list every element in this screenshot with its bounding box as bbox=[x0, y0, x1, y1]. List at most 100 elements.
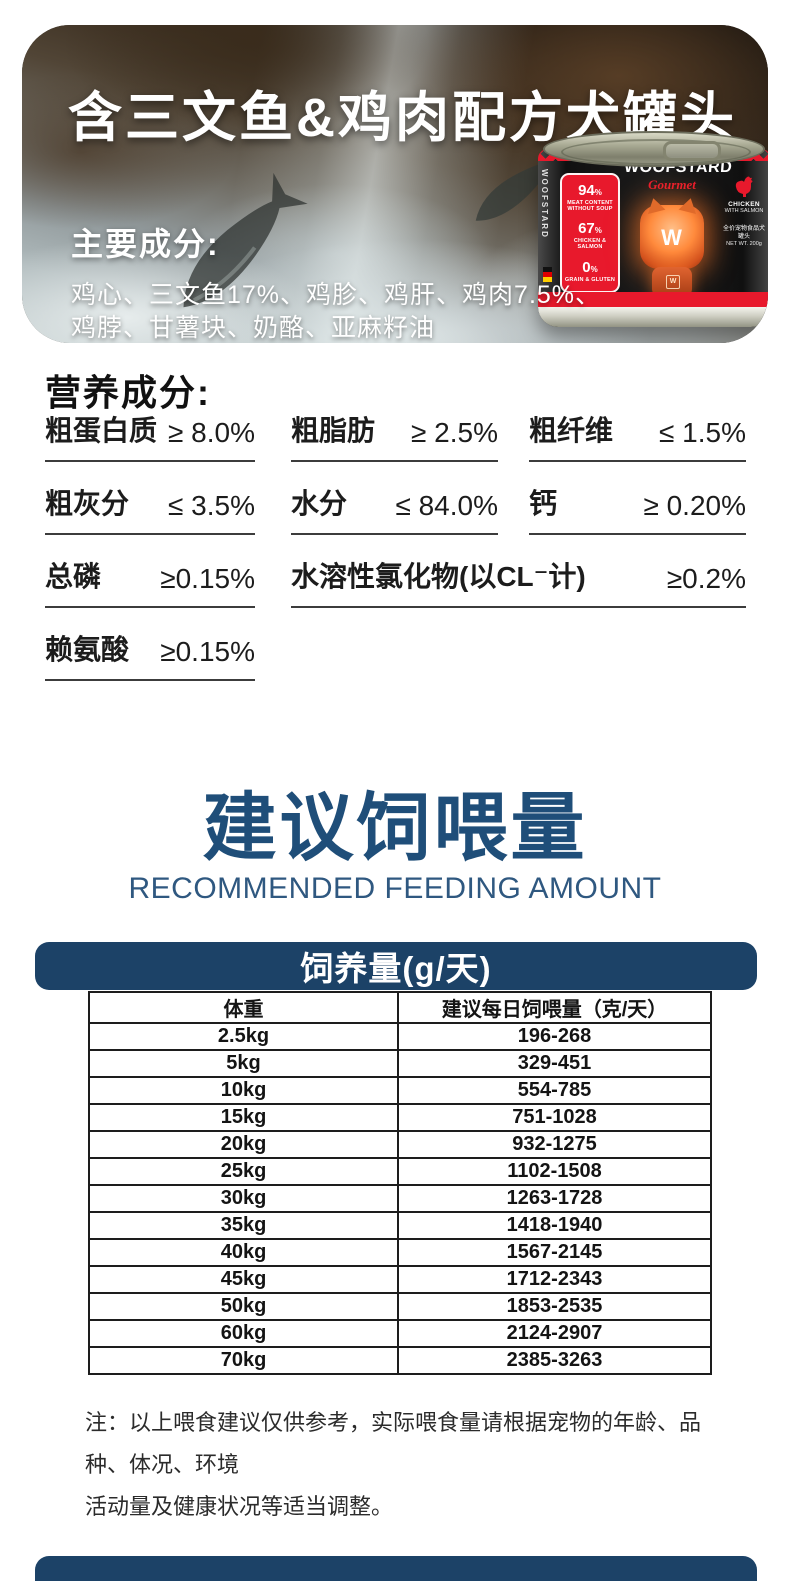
nutrient-item: 粗脂肪 ≥ 2.5% bbox=[291, 415, 498, 462]
feeding-note-line1: 注：以上喂食建议仅供参考，实际喂食量请根据宠物的年龄、品种、体况、环境 bbox=[85, 1410, 702, 1477]
nutrient-label: 粗纤维 bbox=[529, 415, 614, 446]
feeding-note-line2: 活动量及健康状况等适当调整。 bbox=[85, 1494, 394, 1519]
nutrition-row: 总磷 ≥0.15% 水溶性氯化物(以CL⁻计) ≥0.2% bbox=[45, 561, 747, 608]
weight-cell: 45kg bbox=[87, 1265, 400, 1294]
table-row: 5kg 329-451 bbox=[87, 1049, 712, 1078]
weight-cell: 20kg bbox=[87, 1130, 400, 1159]
table-row: 40kg 1567-2145 bbox=[87, 1238, 712, 1267]
weight-cell: 35kg bbox=[87, 1211, 400, 1240]
weight-cell: 10kg bbox=[87, 1076, 400, 1105]
table-row: 10kg 554-785 bbox=[87, 1076, 712, 1105]
amount-cell: 751-1028 bbox=[397, 1103, 712, 1132]
nutrient-label: 水分 bbox=[291, 488, 348, 519]
nutrient-value: ≤ 3.5% bbox=[168, 490, 255, 521]
nutrient-item: 粗纤维 ≤ 1.5% bbox=[529, 415, 746, 462]
stat-item: 94% MEAT CONTENT WITHOUT SOUP bbox=[563, 183, 617, 212]
mascot-head: W bbox=[640, 196, 704, 269]
weight-cell: 70kg bbox=[87, 1346, 400, 1375]
nutrient-item: 水溶性氯化物(以CL⁻计) ≥0.2% bbox=[291, 561, 746, 608]
weight-cell: 40kg bbox=[87, 1238, 400, 1267]
flavor-subtext: WITH SALMON bbox=[724, 208, 764, 214]
weight-cell: 30kg bbox=[87, 1184, 400, 1213]
amount-cell: 1567-2145 bbox=[397, 1238, 712, 1267]
ingredients-text-line2: 鸡脖、甘薯块、奶酪、亚麻籽油 bbox=[71, 314, 436, 342]
table-row: 30kg 1263-1728 bbox=[87, 1184, 712, 1213]
can-pull-tab bbox=[663, 141, 721, 161]
table-row: 35kg 1418-1940 bbox=[87, 1211, 712, 1240]
amount-cell: 196-268 bbox=[397, 1022, 712, 1051]
amount-cell: 1853-2535 bbox=[397, 1292, 712, 1321]
table-row: 25kg 1102-1508 bbox=[87, 1157, 712, 1186]
stat-label: GRAIN & GLUTEN bbox=[564, 277, 616, 284]
nutrient-value: ≥0.15% bbox=[160, 636, 255, 667]
nutrient-label: 总磷 bbox=[45, 561, 102, 592]
stat-label: CHICKEN & SALMON bbox=[573, 238, 607, 251]
table-row: 70kg 2385-3263 bbox=[87, 1346, 712, 1375]
next-section-bar-cutoff bbox=[35, 1556, 757, 1581]
vertical-brand-text: WOOFSTARD bbox=[540, 169, 549, 239]
nutrient-item: 钙 ≥ 0.20% bbox=[529, 488, 746, 535]
nutrition-row: 粗蛋白质 ≥ 8.0% 粗脂肪 ≥ 2.5% 粗纤维 ≤ 1.5% bbox=[45, 415, 747, 462]
feeding-title: 建议饲喂量 bbox=[202, 786, 588, 869]
feeding-table: 体重 建议每日饲喂量（克/天） 2.5kg 196-268 5kg 329-451 10kg… bbox=[87, 991, 712, 1375]
column-header-weight: 体重 bbox=[87, 991, 400, 1024]
amount-cell: 932-1275 bbox=[397, 1130, 712, 1159]
nutrition-heading: 营养成分: bbox=[45, 372, 211, 413]
nutrient-value: ≥0.15% bbox=[160, 563, 255, 594]
nutrient-item: 水分 ≤ 84.0% bbox=[291, 488, 498, 535]
amount-cell: 1418-1940 bbox=[397, 1211, 712, 1240]
nutrient-item: 赖氨酸 ≥0.15% bbox=[45, 634, 255, 681]
hero-section: 含三文鱼&鸡肉配方犬罐头 WOOFSTARD 94% MEAT CONTENT … bbox=[22, 25, 768, 343]
table-row: 20kg 932-1275 bbox=[87, 1130, 712, 1159]
feeding-subtitle: RECOMMENDED FEEDING AMOUNT bbox=[128, 872, 662, 905]
amount-cell: 2124-2907 bbox=[397, 1319, 712, 1348]
product-can: WOOFSTARD 94% MEAT CONTENT WITHOUT SOUP … bbox=[538, 131, 768, 327]
table-row: 60kg 2124-2907 bbox=[87, 1319, 712, 1348]
nutrient-label: 钙 bbox=[529, 488, 558, 519]
table-row: 50kg 1853-2535 bbox=[87, 1292, 712, 1321]
product-name-cn: 全价宠物食品犬罐头 bbox=[722, 226, 765, 240]
weight-cell: 15kg bbox=[87, 1103, 400, 1132]
mascot-ear-icon bbox=[644, 196, 666, 214]
weight-cell: 5kg bbox=[87, 1049, 400, 1078]
table-row: 15kg 751-1028 bbox=[87, 1103, 712, 1132]
nutrient-label: 水溶性氯化物(以CL⁻计) bbox=[291, 561, 586, 592]
can-bottom-rim bbox=[538, 307, 768, 327]
amount-cell: 1712-2343 bbox=[397, 1265, 712, 1294]
weight-cell: 60kg bbox=[87, 1319, 400, 1348]
nutrition-grid: 粗蛋白质 ≥ 8.0% 粗脂肪 ≥ 2.5% 粗纤维 ≤ 1.5% 粗灰分 ≤ 3.5% 水分 ≤… bbox=[45, 415, 747, 708]
amount-cell: 1263-1728 bbox=[397, 1184, 712, 1213]
amount-cell: 554-785 bbox=[397, 1076, 712, 1105]
nutrient-label: 粗脂肪 bbox=[291, 415, 376, 446]
ingredients-heading: 主要成分: bbox=[71, 226, 220, 262]
label-red-band bbox=[538, 292, 768, 307]
flavor-text: CHICKEN bbox=[728, 201, 760, 208]
nutrient-item: 粗灰分 ≤ 3.5% bbox=[45, 488, 255, 535]
table-row: 45kg 1712-2343 bbox=[87, 1265, 712, 1294]
nutrient-value: ≤ 84.0% bbox=[395, 490, 498, 521]
amount-cell: 2385-3263 bbox=[397, 1346, 712, 1375]
feeding-note: 注：以上喂食建议仅供参考，实际喂食量请根据宠物的年龄、品种、体况、环境 活动量及… bbox=[85, 1402, 725, 1528]
nutrient-value: ≥ 8.0% bbox=[168, 417, 255, 448]
can-lid-ring bbox=[561, 139, 751, 165]
can-lid bbox=[543, 131, 765, 167]
column-header-amount: 建议每日饲喂量（克/天） bbox=[397, 991, 712, 1024]
nutrient-item: 总磷 ≥0.15% bbox=[45, 561, 255, 608]
german-flag-icon bbox=[543, 267, 552, 282]
stat-value: 0% bbox=[582, 259, 598, 277]
flavor-block: CHICKEN WITH SALMON 全价宠物食品犬罐头 NET WT. 20… bbox=[722, 175, 766, 248]
nutrient-value: ≤ 1.5% bbox=[659, 417, 746, 448]
nutrient-label: 粗蛋白质 bbox=[45, 415, 158, 446]
stat-item: 0% GRAIN & GLUTEN bbox=[565, 260, 615, 283]
table-row: 2.5kg 196-268 bbox=[87, 1022, 712, 1051]
table-header-bar-label: 饲养量(g/天) bbox=[300, 950, 492, 987]
chicken-icon bbox=[735, 176, 753, 197]
nutrient-value: ≥ 2.5% bbox=[411, 417, 498, 448]
nutrient-label: 赖氨酸 bbox=[45, 634, 130, 665]
stat-label: MEAT CONTENT WITHOUT SOUP bbox=[567, 199, 613, 212]
weight-cell: 25kg bbox=[87, 1157, 400, 1186]
mascot-ear-icon bbox=[678, 196, 700, 214]
stat-item: 67% CHICKEN & SALMON bbox=[563, 221, 617, 250]
nutrition-row: 赖氨酸 ≥0.15% bbox=[45, 634, 747, 681]
nutrient-item: 粗蛋白质 ≥ 8.0% bbox=[45, 415, 255, 462]
